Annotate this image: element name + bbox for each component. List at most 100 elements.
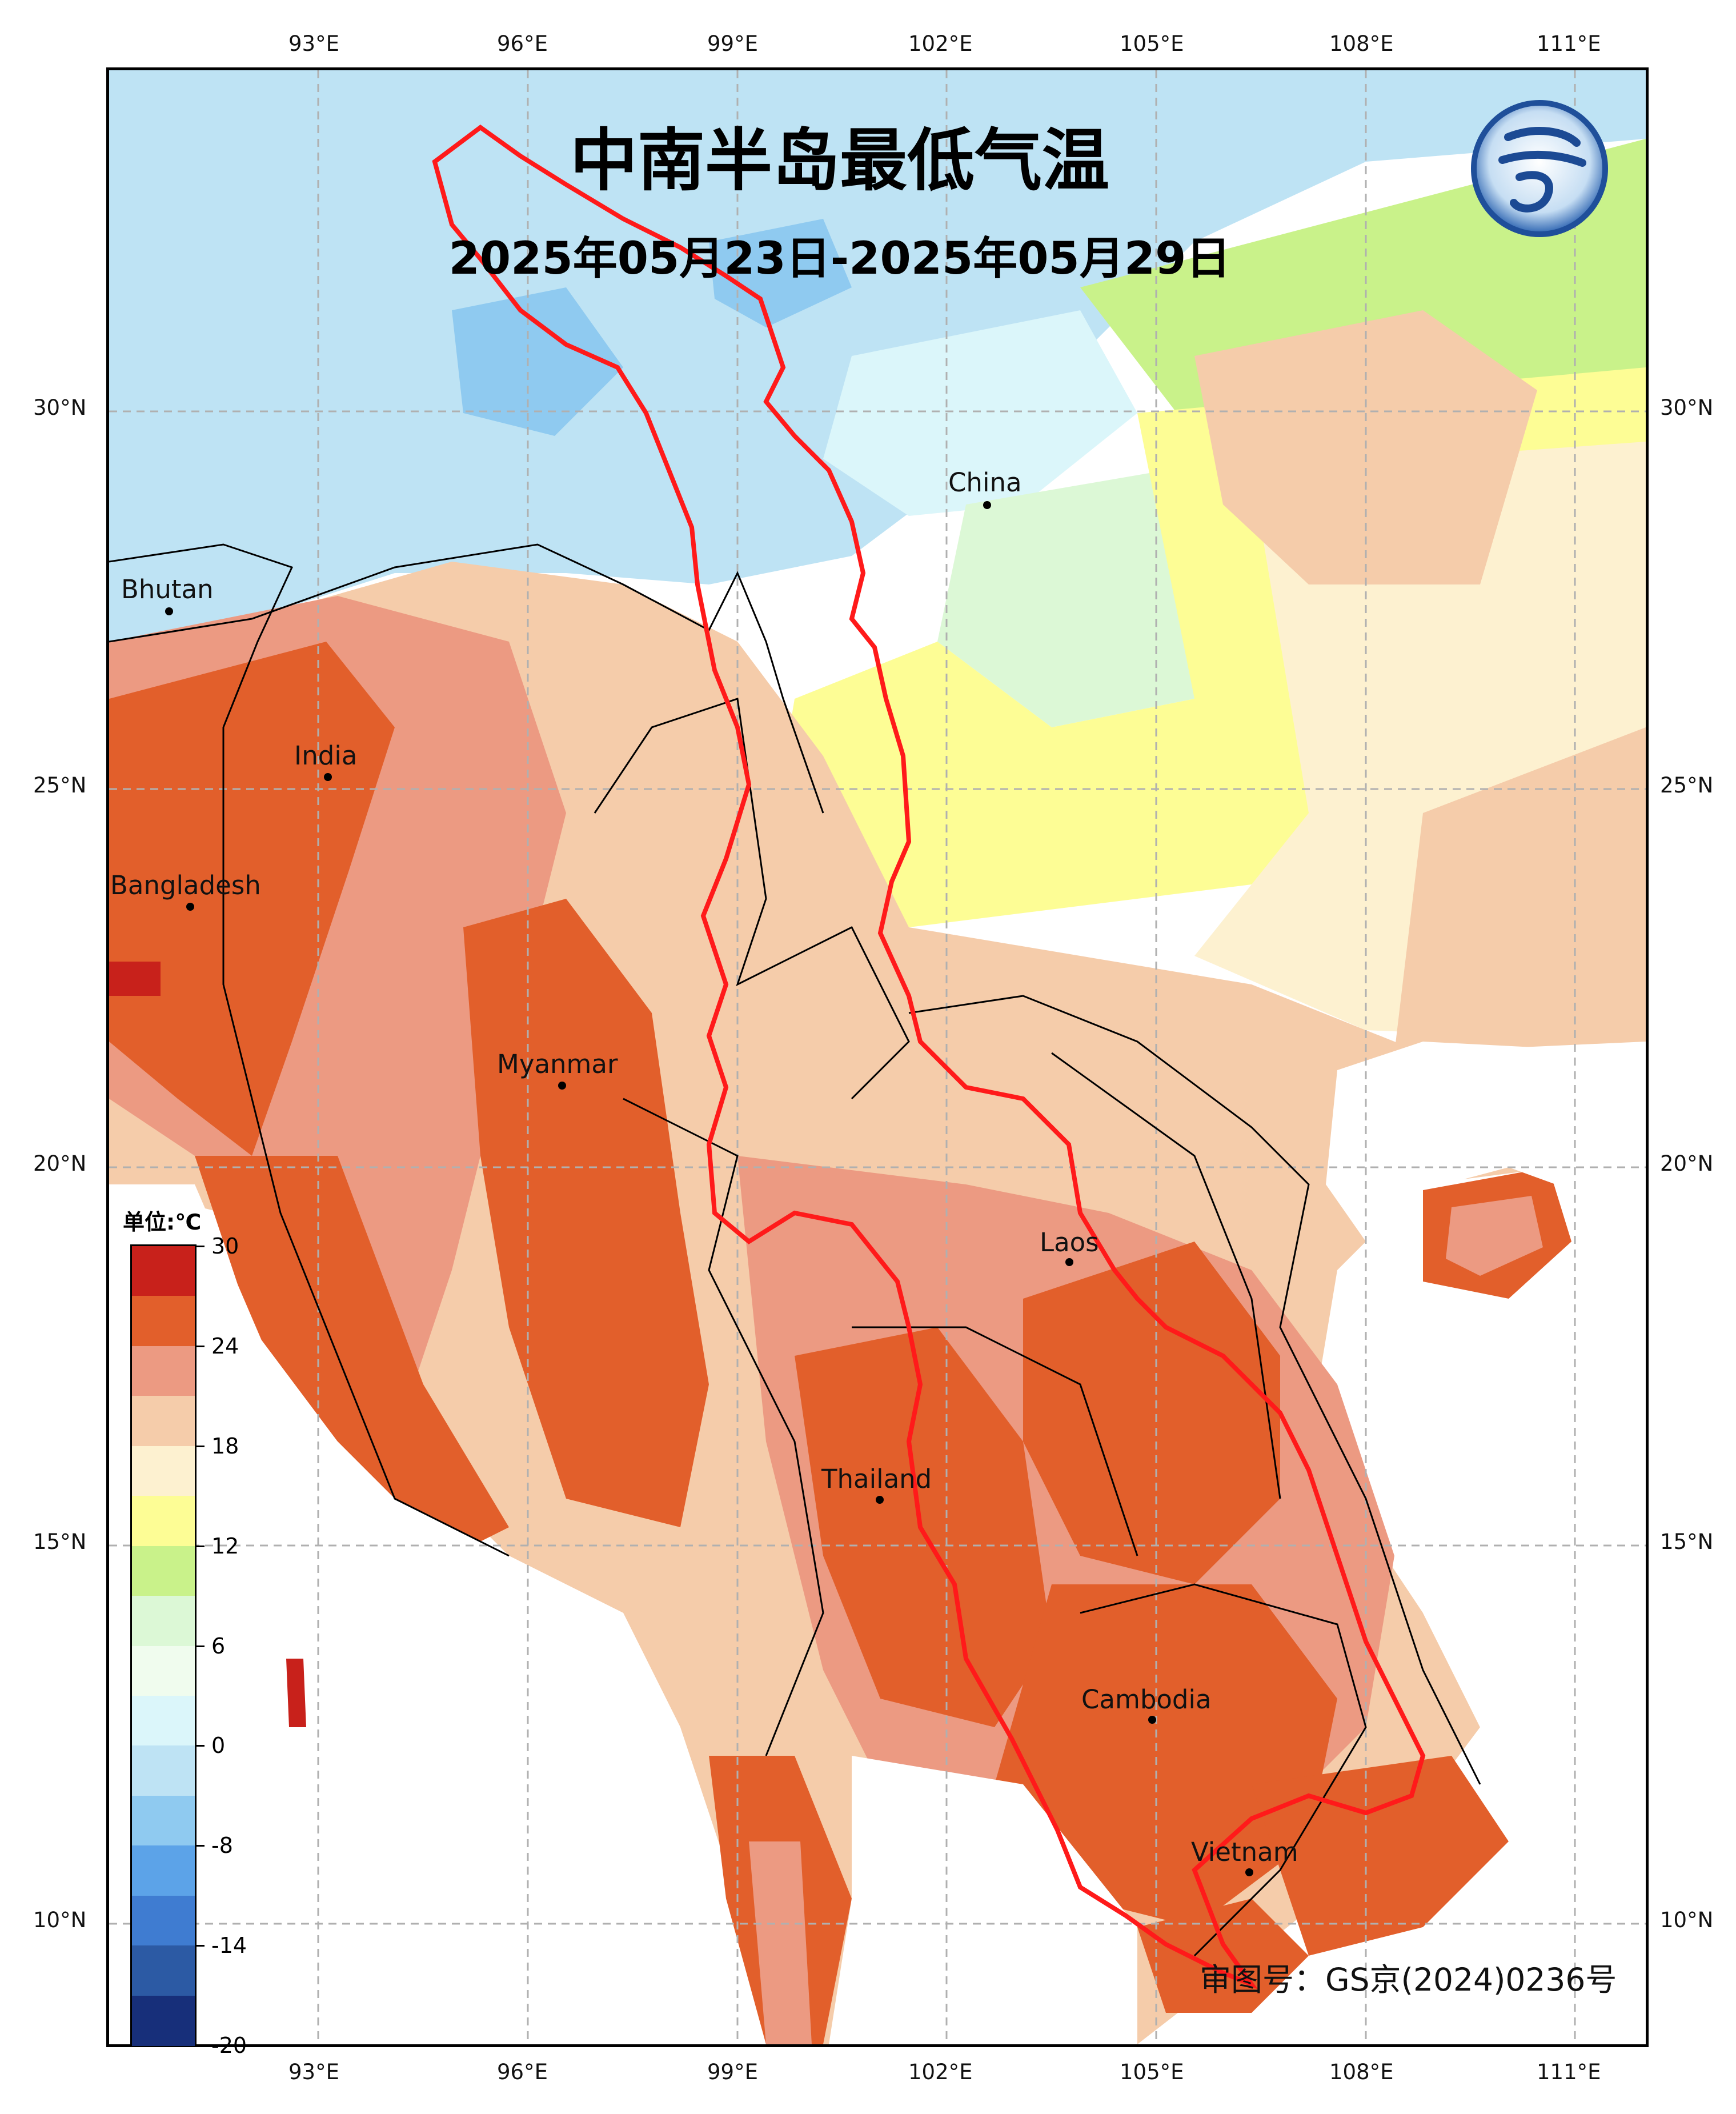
temp-region-orange-thai (795, 1327, 1052, 1727)
map-title: 中南半岛最低气温 (570, 121, 1109, 200)
legend-tick-label: -20 (211, 2033, 247, 2058)
logo-icon (1471, 100, 1608, 237)
sea-bay-of-bengal-islands (286, 1659, 306, 1727)
temp-region-hot-spot (109, 962, 161, 996)
legend-tick (197, 1545, 205, 1547)
legend-colorbar (130, 1244, 197, 2047)
place-label: Bangladesh (110, 870, 261, 900)
legend-tick-label: 6 (211, 1633, 226, 1659)
legend-color-swatch (132, 1496, 195, 1547)
lon-label-bottom: 96°E (497, 2060, 548, 2084)
legend-tick (197, 1845, 205, 1847)
legend-tick (197, 1246, 205, 1247)
lon-label-top: 105°E (1120, 31, 1184, 56)
lon-label-bottom: 108°E (1329, 2060, 1394, 2084)
lon-label-top: 99°E (707, 31, 758, 56)
sea-south-china-sea (1252, 1270, 1646, 2044)
mekong-basin-boundary (432, 125, 1426, 1989)
legend-tick-label: -8 (211, 1833, 233, 1859)
legend-tick-label: 30 (211, 1234, 239, 1259)
legend-color-swatch (132, 1695, 195, 1747)
place-label: Laos (1040, 1227, 1099, 1258)
place-dot (1148, 1716, 1156, 1724)
lat-label-left: 25°N (33, 773, 87, 798)
gridlines (109, 70, 1646, 2044)
sea-gulf-of-thailand (829, 1756, 1137, 2044)
legend-color-swatch (132, 1596, 195, 1647)
temp-region-orange-laos (1023, 1242, 1280, 1584)
legend-color-swatch (132, 1246, 195, 1297)
place-label: Myanmar (497, 1049, 618, 1079)
legend-tick-label: 18 (211, 1433, 239, 1459)
lat-label-left: 20°N (33, 1151, 87, 1176)
lon-label-bottom: 93°E (288, 2060, 339, 2084)
place-dot (165, 607, 173, 615)
temperature-map (109, 70, 1646, 2044)
lon-label-bottom: 105°E (1120, 2060, 1184, 2084)
legend-color-swatch (132, 1895, 195, 1947)
place-dot (876, 1496, 884, 1504)
lat-label-left: 15°N (33, 1530, 87, 1554)
temp-region-salmon-coast (195, 1156, 509, 1556)
legend-tick (197, 1945, 205, 1947)
lon-label-top: 108°E (1329, 31, 1394, 56)
legend-tick (197, 2045, 205, 2047)
legend-color-swatch (132, 1296, 195, 1347)
temp-region-cold-patch-2 (709, 219, 852, 327)
lat-label-left: 10°N (33, 1908, 87, 1932)
date-range: 2025年05月23日-2025年05月29日 (448, 233, 1231, 285)
lon-label-top: 96°E (497, 31, 548, 56)
legend-unit: 单位:℃ (123, 1210, 202, 1235)
lon-label-top: 102°E (908, 31, 973, 56)
lon-label-bottom: 102°E (908, 2060, 973, 2084)
lon-label-top: 111°E (1537, 31, 1601, 56)
temp-region-lightblue (823, 310, 1137, 516)
legend-tick-label: -14 (211, 1933, 247, 1959)
legend-color-swatch (132, 1546, 195, 1597)
legend-color-swatch (132, 1745, 195, 1796)
place-label: Bhutan (121, 574, 214, 604)
legend-color-swatch (132, 1995, 195, 2046)
place-label: China (948, 467, 1022, 498)
place-dot (1245, 1868, 1253, 1876)
legend-tick-label: 0 (211, 1733, 226, 1759)
legend-tick-label: 12 (211, 1533, 239, 1559)
lat-label-right: 10°N (1660, 1908, 1714, 1932)
legend-color-swatch (132, 1446, 195, 1497)
lon-label-bottom: 111°E (1537, 2060, 1601, 2084)
temp-region-orange-myanmar (463, 899, 709, 1527)
temp-region-orange-cambodia (995, 1584, 1337, 1927)
legend-color-swatch (132, 1795, 195, 1847)
lon-label-bottom: 99°E (707, 2060, 758, 2084)
temp-region-peach-east (1394, 727, 1646, 1053)
legend-tick (197, 1645, 205, 1647)
lat-label-left: 30°N (33, 395, 87, 420)
temp-region-peninsula-inner (749, 1841, 812, 2044)
legend-tick (197, 1345, 205, 1347)
legend-tick (197, 1745, 205, 1747)
sea-andaman (109, 1184, 709, 2044)
place-label: Vietnam (1191, 1837, 1298, 1867)
legend-tick-label: 24 (211, 1333, 239, 1359)
place-dot (186, 903, 194, 911)
legend-color-swatch (132, 1396, 195, 1447)
temp-region-cold-patch (452, 287, 623, 436)
place-label: Thailand (821, 1464, 932, 1494)
temp-region-mekong-delta (1137, 1899, 1309, 2013)
review-number: 审图号：GS京(2024)0236号 (1200, 1961, 1617, 1998)
lon-label-top: 93°E (288, 31, 339, 56)
legend-color-swatch (132, 1645, 195, 1696)
temp-region-hainan-inner (1446, 1196, 1543, 1276)
place-label: Cambodia (1081, 1684, 1212, 1715)
legend-color-swatch (132, 1346, 195, 1397)
lat-label-right: 20°N (1660, 1151, 1714, 1176)
legend-color-swatch (132, 1845, 195, 1896)
lat-label-right: 15°N (1660, 1530, 1714, 1554)
place-dot (558, 1082, 566, 1090)
legend-color-swatch (132, 1945, 195, 1996)
place-dot (983, 501, 991, 509)
sea-gulf-of-tonkin (1326, 1042, 1646, 1242)
place-dot (324, 773, 332, 781)
place-dot (1065, 1258, 1073, 1266)
lat-label-right: 30°N (1660, 395, 1714, 420)
